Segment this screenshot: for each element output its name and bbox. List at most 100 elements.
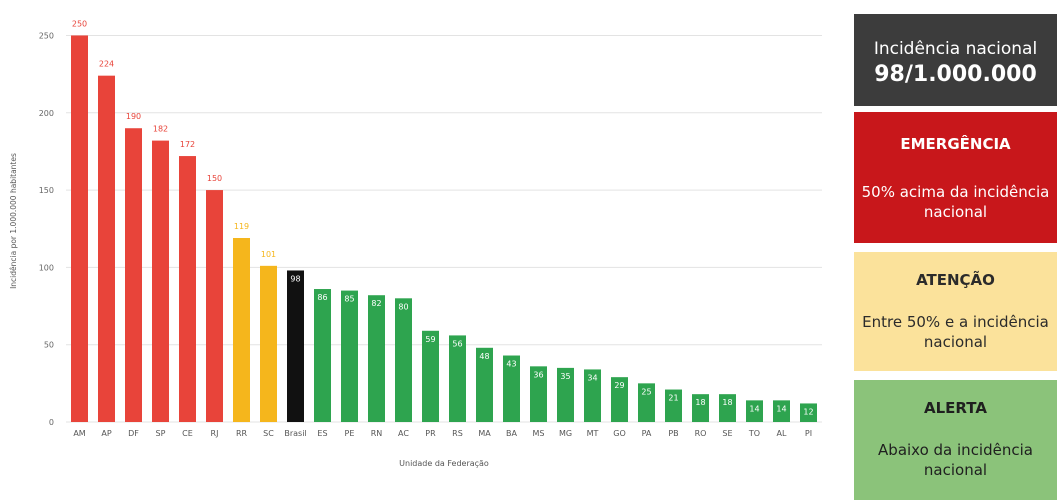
x-tick-label: TO bbox=[748, 429, 760, 438]
x-tick-label: ES bbox=[317, 429, 327, 438]
bar-value-label: 35 bbox=[560, 372, 570, 381]
bar-rn bbox=[368, 295, 385, 422]
emergency-panel: EMERGÊNCIA 50% acima da incidência nacio… bbox=[854, 112, 1057, 243]
bar-value-label: 86 bbox=[317, 293, 327, 302]
bar-ba bbox=[503, 355, 520, 422]
attention-description: Entre 50% e a incidência nacional bbox=[862, 313, 1049, 351]
bar-value-label: 18 bbox=[722, 398, 732, 407]
bar-go bbox=[611, 377, 628, 422]
bar-rr bbox=[233, 238, 250, 422]
bar-value-label: 80 bbox=[398, 302, 408, 311]
bar-ap bbox=[98, 75, 115, 423]
x-tick-label: RN bbox=[371, 429, 383, 438]
bar-pi bbox=[800, 403, 817, 422]
bar-al bbox=[773, 400, 790, 422]
bar-se bbox=[719, 394, 736, 422]
incidence-bar-chart: 0 50 100 150 200 250 Incidência por 1.000.000 … bbox=[9, 19, 822, 468]
alert-title: ALERTA bbox=[924, 399, 987, 417]
bar-value-label: 34 bbox=[587, 373, 597, 382]
x-tick-label: GO bbox=[613, 429, 626, 438]
bar-value-label: 82 bbox=[371, 299, 381, 308]
bar-value-label: 36 bbox=[533, 370, 543, 379]
chart-svg: 0 50 100 150 200 250 Incidência por 1.000.000 … bbox=[9, 19, 822, 468]
y-axis-label: Incidência por 1.000.000 habitantes bbox=[9, 153, 18, 289]
bar-value-label: 182 bbox=[153, 125, 168, 134]
x-tick-label: AP bbox=[101, 429, 111, 438]
bar-value-label: 48 bbox=[479, 352, 489, 361]
x-tick-label: CE bbox=[182, 429, 193, 438]
x-tick-label: PA bbox=[642, 429, 652, 438]
bar-ce bbox=[179, 156, 196, 423]
x-tick-label: PE bbox=[345, 429, 355, 438]
bar-rs bbox=[449, 335, 466, 422]
bar-value-label: 59 bbox=[425, 335, 435, 344]
bar-value-label: 101 bbox=[261, 250, 276, 259]
bar-value-label: 250 bbox=[72, 19, 87, 28]
y-tick-label: 150 bbox=[39, 186, 54, 195]
x-tick-label: PR bbox=[425, 429, 436, 438]
bar-ms bbox=[530, 366, 547, 422]
bar-value-label: 14 bbox=[776, 404, 786, 413]
bar-es bbox=[314, 289, 331, 422]
bar-value-label: 172 bbox=[180, 140, 195, 149]
y-tick-label: 50 bbox=[44, 341, 54, 350]
attention-title: ATENÇÃO bbox=[916, 271, 995, 289]
attention-panel: ATENÇÃO Entre 50% e a incidência naciona… bbox=[854, 252, 1057, 371]
bar-value-label: 119 bbox=[234, 222, 249, 231]
bar-mt bbox=[584, 369, 601, 422]
bar-pe bbox=[341, 290, 358, 422]
x-tick-label: PB bbox=[668, 429, 678, 438]
alert-description: Abaixo da incidência nacional bbox=[878, 441, 1033, 479]
x-tick-label: SC bbox=[263, 429, 274, 438]
x-tick-label: PI bbox=[805, 429, 812, 438]
bar-ro bbox=[692, 394, 709, 422]
x-tick-label: MT bbox=[587, 429, 599, 438]
y-tick-label: 250 bbox=[39, 31, 54, 40]
x-tick-label: DF bbox=[128, 429, 139, 438]
emergency-description: 50% acima da incidência nacional bbox=[861, 183, 1050, 221]
x-tick-label: RS bbox=[452, 429, 463, 438]
bar-value-label: 14 bbox=[749, 404, 759, 413]
national-incidence-panel: Incidência nacional 98/1.000.000 bbox=[854, 14, 1057, 106]
x-tick-label: MG bbox=[559, 429, 572, 438]
x-axis-label: Unidade da Federação bbox=[399, 459, 489, 468]
x-tick-label: MS bbox=[533, 429, 545, 438]
x-tick-label: RO bbox=[695, 429, 707, 438]
bar-df bbox=[125, 128, 142, 422]
bar-value-label: 224 bbox=[99, 60, 114, 69]
emergency-title: EMERGÊNCIA bbox=[900, 135, 1011, 153]
bar-value-label: 85 bbox=[344, 295, 354, 304]
bar-sp bbox=[152, 140, 169, 422]
bar-pa bbox=[638, 383, 655, 422]
x-tick-label: BA bbox=[506, 429, 517, 438]
y-tick-label: 100 bbox=[39, 263, 54, 272]
bar-value-label: 29 bbox=[614, 381, 624, 390]
alert-panel: ALERTA Abaixo da incidência nacional bbox=[854, 380, 1057, 500]
bar-value-label: 150 bbox=[207, 174, 222, 183]
national-incidence-value: 98/1.000.000 bbox=[874, 62, 1037, 87]
national-incidence-title: Incidência nacional bbox=[873, 39, 1038, 59]
x-tick-label: AL bbox=[777, 429, 787, 438]
bar-brasil bbox=[287, 270, 304, 422]
x-tick-label: AC bbox=[398, 429, 409, 438]
bar-value-label: 21 bbox=[668, 394, 678, 403]
x-tick-label: SP bbox=[156, 429, 166, 438]
bar-value-label: 98 bbox=[290, 274, 300, 283]
bar-pb bbox=[665, 389, 682, 422]
x-tick-label: SE bbox=[722, 429, 732, 438]
x-tick-label: MA bbox=[478, 429, 491, 438]
bar-ma bbox=[476, 347, 493, 422]
bar-value-label: 18 bbox=[695, 398, 705, 407]
bar-value-label: 43 bbox=[506, 360, 516, 369]
bar-pr bbox=[422, 330, 439, 422]
bar-value-label: 12 bbox=[803, 407, 813, 416]
bar-value-label: 25 bbox=[641, 387, 651, 396]
bar-rj bbox=[206, 190, 223, 422]
bar-ac bbox=[395, 298, 412, 422]
y-tick-label: 0 bbox=[49, 418, 54, 427]
bar-mg bbox=[557, 367, 574, 422]
bar-sc bbox=[260, 265, 277, 422]
y-tick-label: 200 bbox=[39, 109, 54, 118]
x-tick-label: AM bbox=[73, 429, 85, 438]
bar-value-label: 56 bbox=[452, 339, 462, 348]
